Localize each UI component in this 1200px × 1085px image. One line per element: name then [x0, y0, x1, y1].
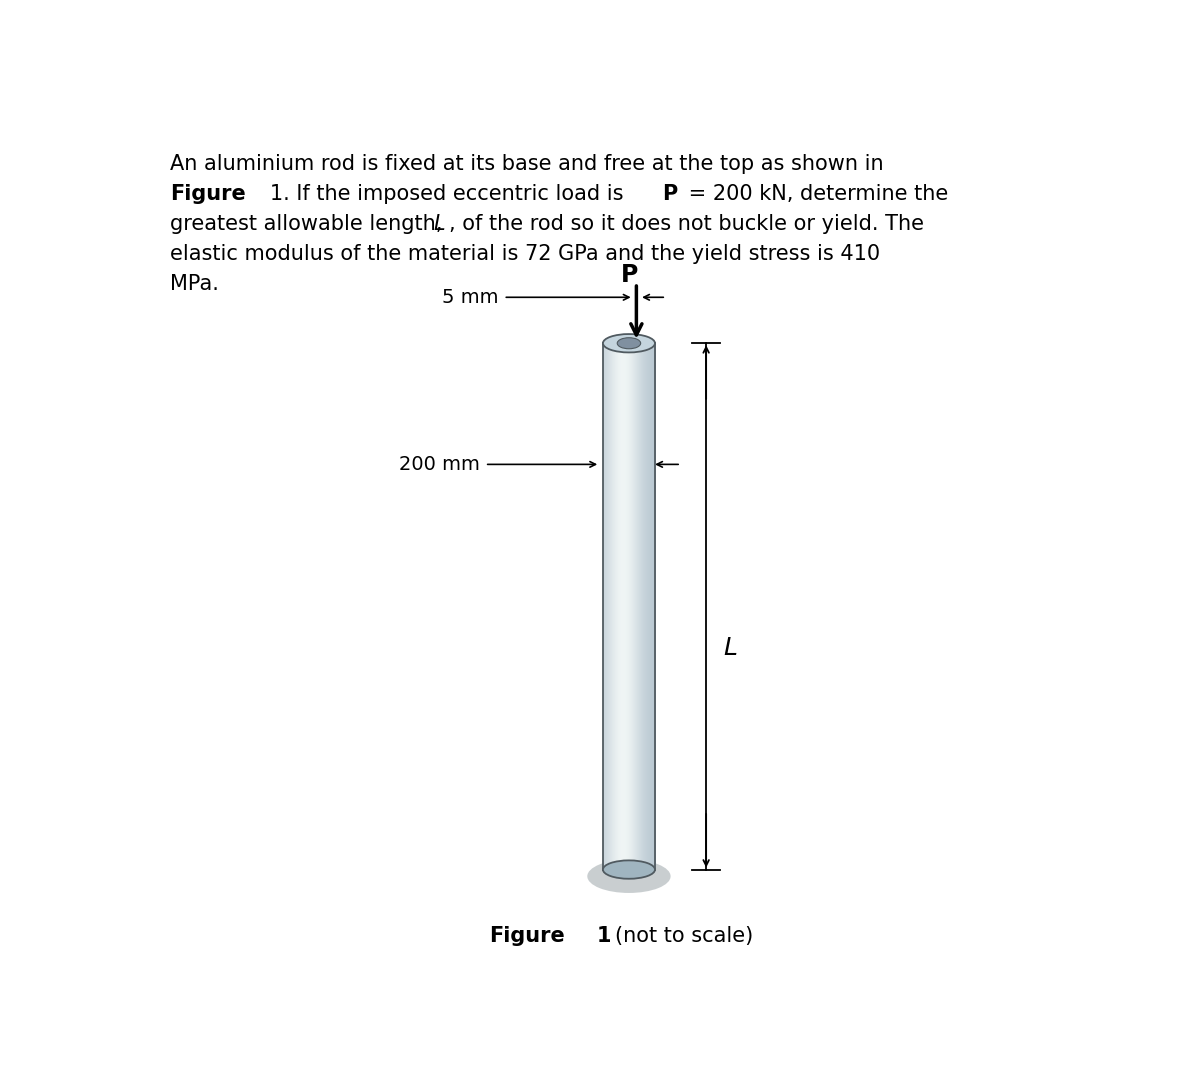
Text: L: L: [433, 214, 445, 233]
Text: Figure: Figure: [490, 926, 565, 945]
Text: P: P: [622, 263, 638, 286]
Ellipse shape: [602, 860, 655, 879]
Ellipse shape: [587, 859, 671, 893]
Text: greatest allowable length,: greatest allowable length,: [170, 214, 450, 233]
Text: L: L: [722, 636, 737, 660]
Text: MPa.: MPa.: [170, 273, 220, 294]
Text: 200 mm: 200 mm: [400, 455, 480, 474]
Text: An aluminium rod is fixed at its base and free at the top as shown in: An aluminium rod is fixed at its base an…: [170, 154, 884, 174]
Text: 1: 1: [596, 926, 611, 945]
Text: elastic modulus of the material is 72 GPa and the yield stress is 410: elastic modulus of the material is 72 GP…: [170, 244, 881, 264]
Text: (not to scale): (not to scale): [616, 926, 754, 945]
Ellipse shape: [602, 334, 655, 353]
Text: Figure: Figure: [170, 183, 246, 204]
Text: = 200 kN, determine the: = 200 kN, determine the: [682, 183, 948, 204]
Ellipse shape: [617, 337, 641, 348]
Text: 1. If the imposed eccentric load is: 1. If the imposed eccentric load is: [251, 183, 630, 204]
Text: , of the rod so it does not buckle or yield. The: , of the rod so it does not buckle or yi…: [449, 214, 924, 233]
Text: 5 mm: 5 mm: [443, 288, 499, 307]
Text: P: P: [662, 183, 678, 204]
